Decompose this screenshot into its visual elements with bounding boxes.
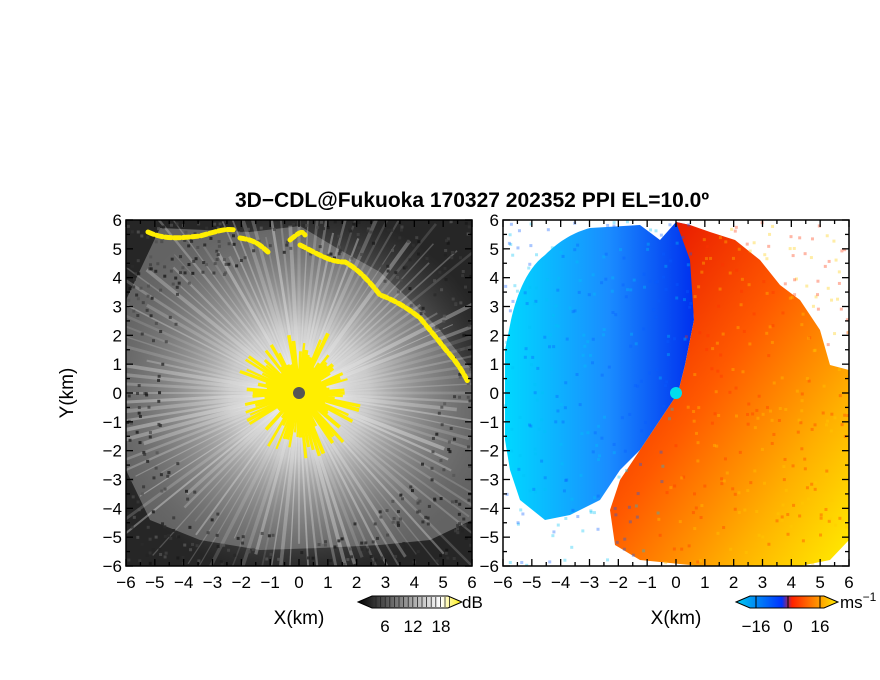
x-tick-label: −2 [609,573,628,592]
x-tick-label: −3 [203,573,222,592]
x-tick-label: 6 [467,573,476,592]
y-tick-label: −1 [103,413,122,432]
x-tick-label: 0 [671,573,680,592]
reflectivity-image [126,220,472,566]
x-tick-label: 4 [410,573,419,592]
y-tick-label: −6 [480,557,499,576]
x-tick-label: −2 [232,573,251,592]
y-tick-label: 1 [113,355,122,374]
y-tick-label: −1 [480,413,499,432]
reflectivity-colorbar: 6 12 18 dB [356,593,483,636]
y-tick-label: −2 [103,442,122,461]
y-tick-label: 3 [490,298,499,317]
x-tick-label: 6 [844,573,853,592]
x-tick-label: 2 [729,573,738,592]
y-tick-label: 2 [490,326,499,345]
x-tick-label: 4 [787,573,796,592]
velocity-speckle [503,220,849,566]
reflectivity-colorbar-unit: dB [462,593,483,612]
x-tick-label: 0 [294,573,303,592]
reflectivity-core [239,332,361,459]
x-tick-label: 1 [700,573,709,592]
reflectivity-xlabel: X(km) [274,608,325,629]
x-tick-label: −4 [174,573,193,592]
reflectivity-colorbar-tick: 6 [380,617,389,636]
x-tick-label: 1 [323,573,332,592]
chart-title: 3D−CDL@Fukuoka 170327 202352 PPI EL=10.0… [235,189,709,212]
y-tick-label: −6 [103,557,122,576]
y-tick-label: 2 [113,326,122,345]
velocity-image [503,220,849,566]
x-tick-label: −1 [260,573,279,592]
velocity-colorbar-unit-exp: −1 [863,590,877,604]
x-tick-label: −1 [637,573,656,592]
x-tick-label: 5 [815,573,824,592]
y-tick-label: −3 [480,471,499,490]
y-tick-label: 4 [490,269,499,288]
y-tick-label: 5 [490,240,499,259]
velocity-colorbar-tick: 16 [811,617,830,636]
y-tick-label: 6 [113,211,122,230]
y-tick-label: −2 [480,442,499,461]
velocity-colorbar-unit-base: ms [840,593,863,612]
x-tick-label: 5 [438,573,447,592]
reflectivity-ylabel: Y(km) [57,368,78,419]
y-tick-label: −3 [103,471,122,490]
y-tick-label: 4 [113,269,122,288]
reflectivity-colorbar-tick: 12 [404,617,423,636]
velocity-colorbar-unit: ms−1 [840,590,877,612]
x-tick-label: −3 [580,573,599,592]
x-tick-label: 3 [758,573,767,592]
velocity-colorbar-tick: −16 [742,617,771,636]
y-tick-label: −5 [480,528,499,547]
x-tick-label: −6 [116,573,135,592]
y-tick-label: 1 [490,355,499,374]
y-tick-label: −5 [103,528,122,547]
reflectivity-noise [126,220,472,566]
velocity-colorbar-tick: 0 [783,617,792,636]
velocity-xlabel: X(km) [651,608,702,629]
velocity-site-marker [670,387,682,399]
x-tick-label: −5 [522,573,541,592]
y-tick-label: 6 [490,211,499,230]
y-tick-label: 0 [490,384,499,403]
y-tick-label: −4 [480,499,499,518]
y-tick-label: −4 [103,499,122,518]
radar-site-marker [293,387,305,399]
x-tick-label: −6 [493,573,512,592]
y-tick-label: 5 [113,240,122,259]
y-tick-label: 3 [113,298,122,317]
x-tick-label: 3 [381,573,390,592]
reflectivity-colorbar-tick: 18 [432,617,451,636]
x-tick-label: −5 [145,573,164,592]
x-tick-label: −4 [551,573,570,592]
y-tick-label: 0 [113,384,122,403]
velocity-colorbar: −16 0 16 ms−1 [734,590,877,636]
x-tick-label: 2 [352,573,361,592]
